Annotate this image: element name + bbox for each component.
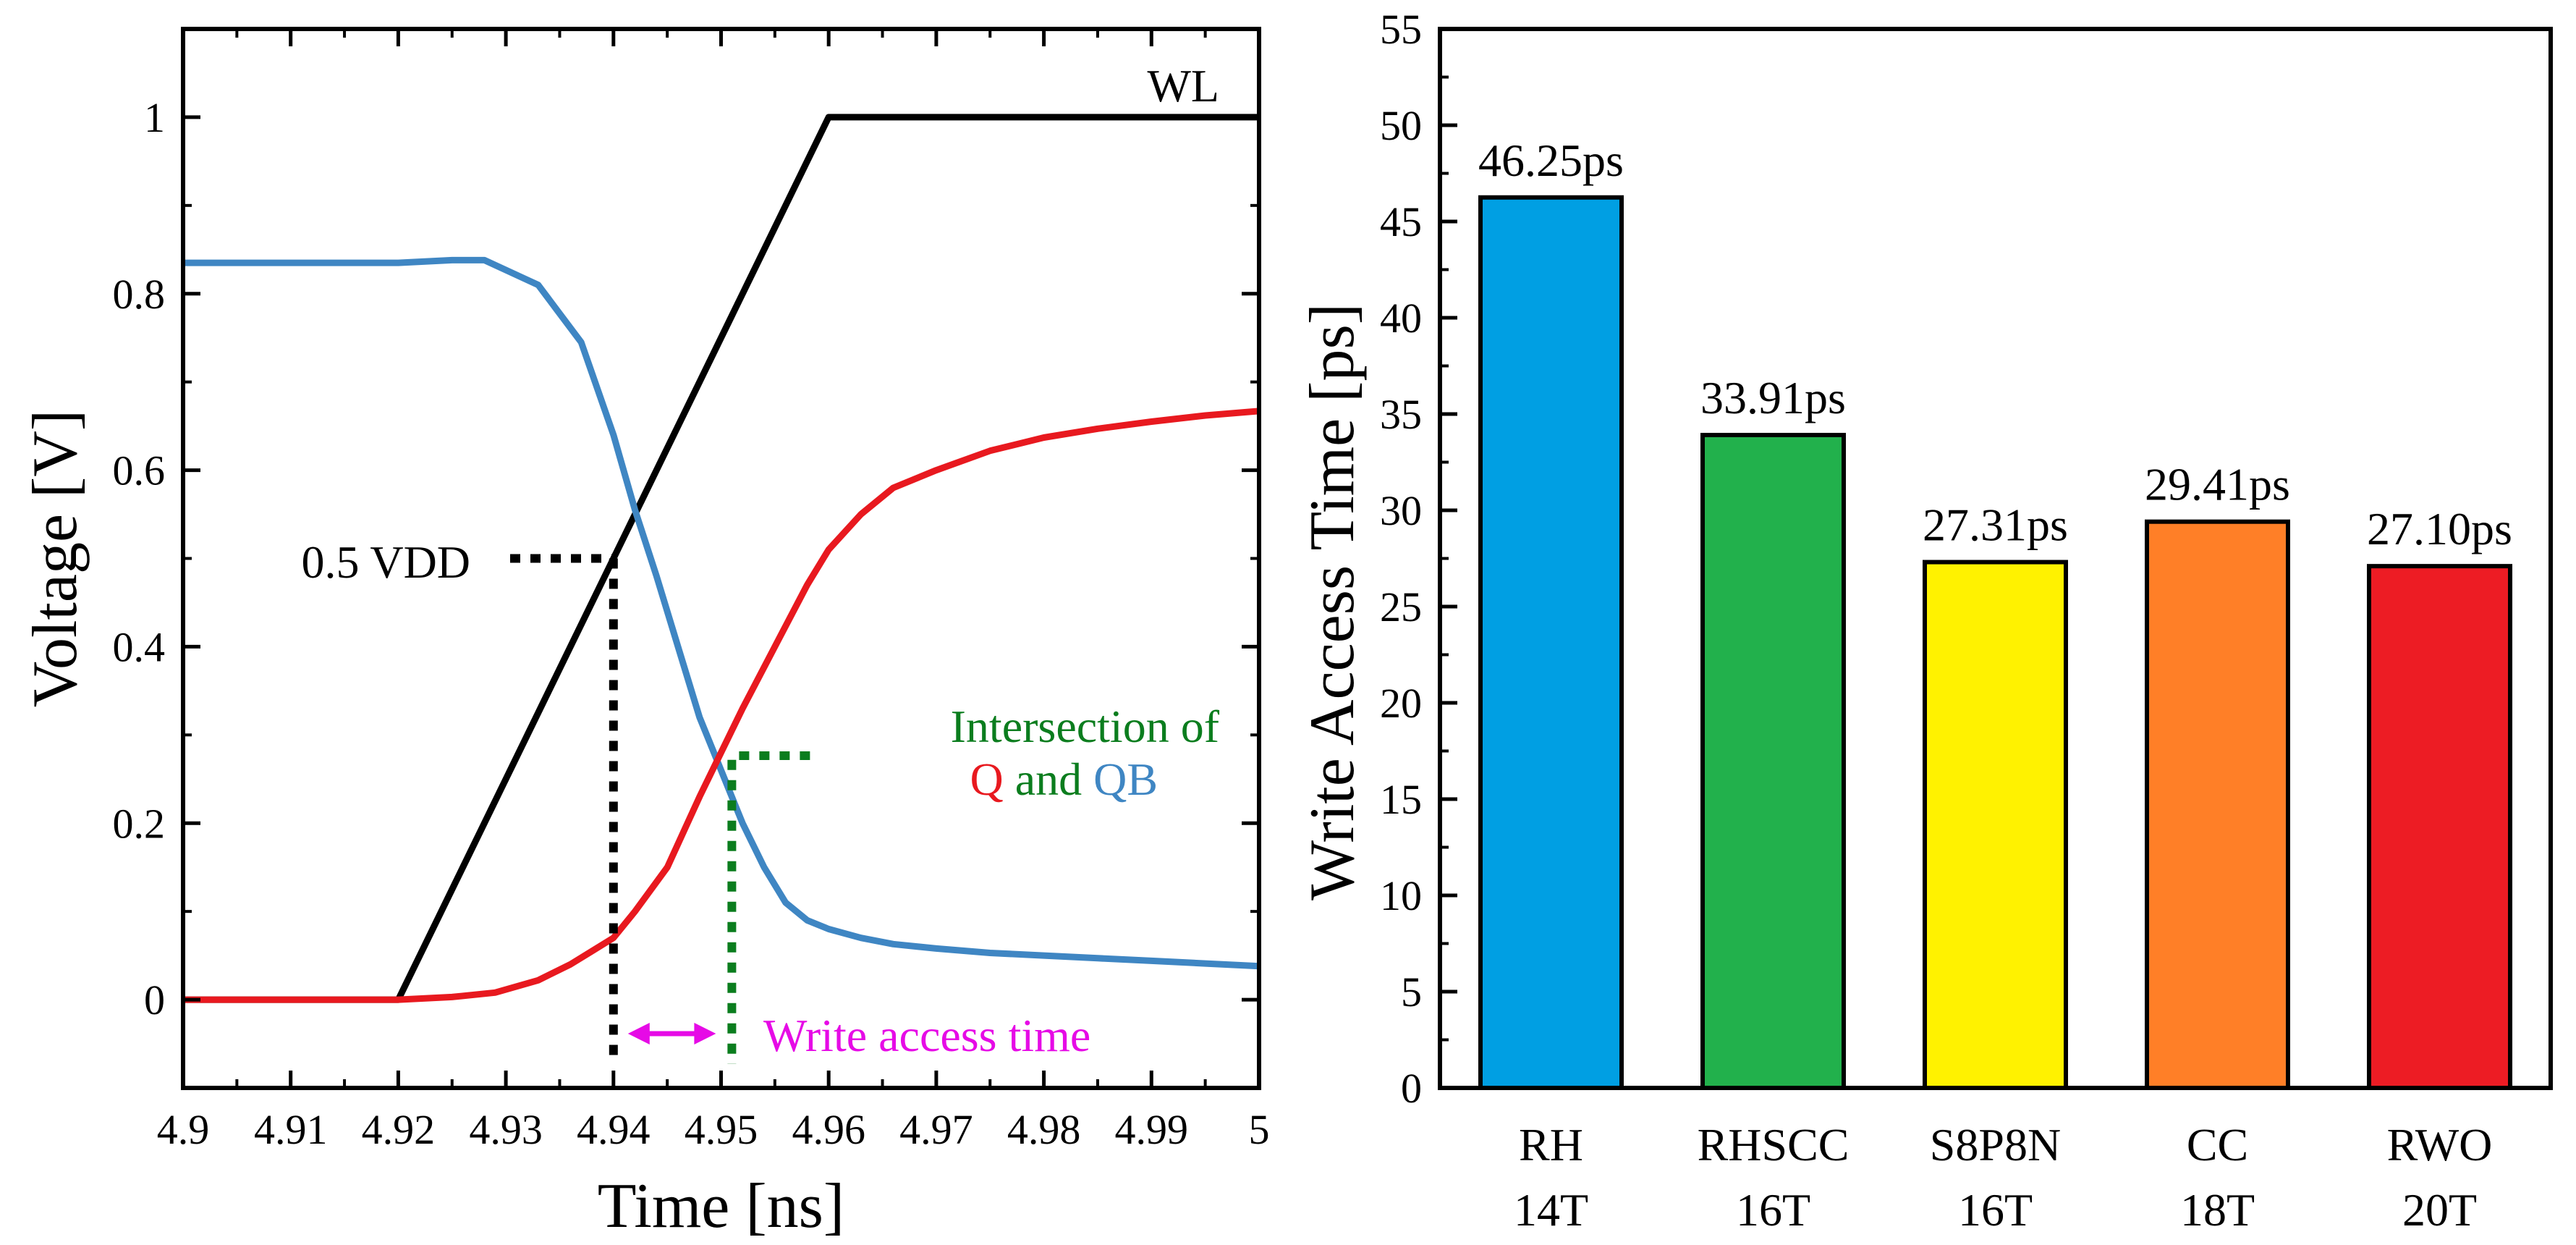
y-tick-label: 0	[144, 976, 165, 1024]
y-tick-label: 20	[1380, 680, 1422, 727]
category-label-line1: RHSCC	[1698, 1119, 1850, 1170]
wl-series-label: WL	[1148, 60, 1220, 111]
category-label-line1: RH	[1519, 1119, 1583, 1170]
bar	[1923, 560, 2068, 1090]
y-tick-label: 1	[144, 94, 165, 141]
write-access-arrow-head-right	[694, 1023, 716, 1044]
y-tick-label: 25	[1380, 583, 1422, 630]
y-tick-label: 0.6	[113, 447, 166, 494]
series-line-q	[183, 408, 1260, 1003]
category-label-line2: 18T	[2180, 1184, 2255, 1236]
y-tick-label: 40	[1380, 295, 1422, 342]
x-tick-label: 4.94	[577, 1106, 651, 1153]
voltage-line-chart: 4.9 4.91 4.92 4.93 4.94 4.95 4.96 4.97 4.98 4.99 5…	[20, 27, 1270, 1241]
x-tick-label: 4.9	[157, 1106, 210, 1153]
bar-data-label: 27.10ps	[2367, 503, 2512, 554]
x-tick-label: 4.96	[792, 1106, 865, 1153]
write-access-bar-chart: 0 5 10 15 20 25 30 35 40 45 50 55 RH 14T RHSCC 16T S8P8…	[1297, 6, 2553, 1236]
guide-lines-group	[510, 554, 818, 1064]
x-tick-label: 4.91	[254, 1106, 328, 1153]
y-tick-label: 15	[1380, 776, 1422, 823]
y-tick-label: 50	[1380, 102, 1422, 149]
bar-data-label: 33.91ps	[1700, 372, 1846, 423]
bars-group	[1478, 195, 2512, 1090]
bar-data-label: 29.41ps	[2145, 459, 2290, 510]
write-access-time-label: Write access time	[763, 1010, 1090, 1061]
x-tick-label: 4.98	[1007, 1106, 1081, 1153]
x-axis-label: Time [ns]	[598, 1171, 844, 1241]
y-axis-ticks: 0 5 10 15 20 25 30 35 40 45 50 55	[1380, 6, 1457, 1112]
category-label-line1: CC	[2187, 1119, 2248, 1170]
bar	[1478, 195, 1624, 1090]
data-labels-group: 46.25ps 33.91ps 27.31ps 29.41ps 27.10ps	[1478, 135, 2512, 554]
y-tick-label: 30	[1380, 487, 1422, 534]
y-axis-ticks: 0 0.2 0.4 0.6 0.8 1	[113, 28, 1259, 1089]
x-tick-label: 4.92	[362, 1106, 436, 1153]
category-label-line2: 14T	[1514, 1184, 1588, 1236]
q-label: Q	[970, 754, 1003, 805]
y-tick-label: 0.8	[113, 271, 166, 318]
intersection-label-line2: Q and QB	[970, 754, 1158, 805]
series-line-qb	[183, 256, 1260, 970]
x-tick-label: 5	[1249, 1106, 1270, 1153]
y-tick-label: 10	[1380, 872, 1422, 919]
bar-data-label: 27.31ps	[1923, 499, 2068, 551]
x-tick-label: 4.99	[1115, 1106, 1189, 1153]
x-tick-label: 4.93	[469, 1106, 543, 1153]
y-tick-label: 55	[1380, 6, 1422, 53]
y-tick-label: 5	[1401, 968, 1422, 1016]
category-label-line2: 16T	[1958, 1184, 2033, 1236]
category-label-line2: 16T	[1736, 1184, 1810, 1236]
y-tick-label: 0	[1401, 1065, 1422, 1112]
y-tick-label: 35	[1380, 391, 1422, 438]
x-tick-label: 4.97	[899, 1106, 973, 1153]
bar	[2145, 519, 2290, 1090]
qb-label: QB	[1093, 754, 1158, 805]
intersection-label-line1: Intersection of	[951, 701, 1220, 752]
category-label-line2: 20T	[2402, 1184, 2477, 1236]
x-axis-category-labels: RH 14T RHSCC 16T S8P8N 16T CC 18T RWO 20T	[1514, 1119, 2492, 1236]
x-tick-label: 4.95	[685, 1106, 758, 1153]
half-vdd-label: 0.5 VDD	[302, 536, 471, 588]
bar	[2367, 564, 2512, 1090]
y-tick-label: 0.2	[113, 800, 166, 847]
y-axis-label: Voltage [V]	[20, 410, 90, 707]
x-axis-ticks: 4.9 4.91 4.92 4.93 4.94 4.95 4.96 4.97 4.98 4.99 5	[157, 29, 1270, 1153]
bar	[1700, 432, 1846, 1090]
write-access-arrow-head-left	[627, 1023, 650, 1044]
category-label-line1: S8P8N	[1930, 1119, 2061, 1170]
y-tick-label: 0.4	[113, 623, 166, 670]
category-label-line1: RWO	[2387, 1119, 2493, 1170]
y-axis-label: Write Access Time [ps]	[1297, 303, 1368, 900]
and-word: and	[1015, 754, 1082, 805]
bar-data-label: 46.25ps	[1478, 135, 1624, 186]
y-tick-label: 45	[1380, 198, 1422, 245]
